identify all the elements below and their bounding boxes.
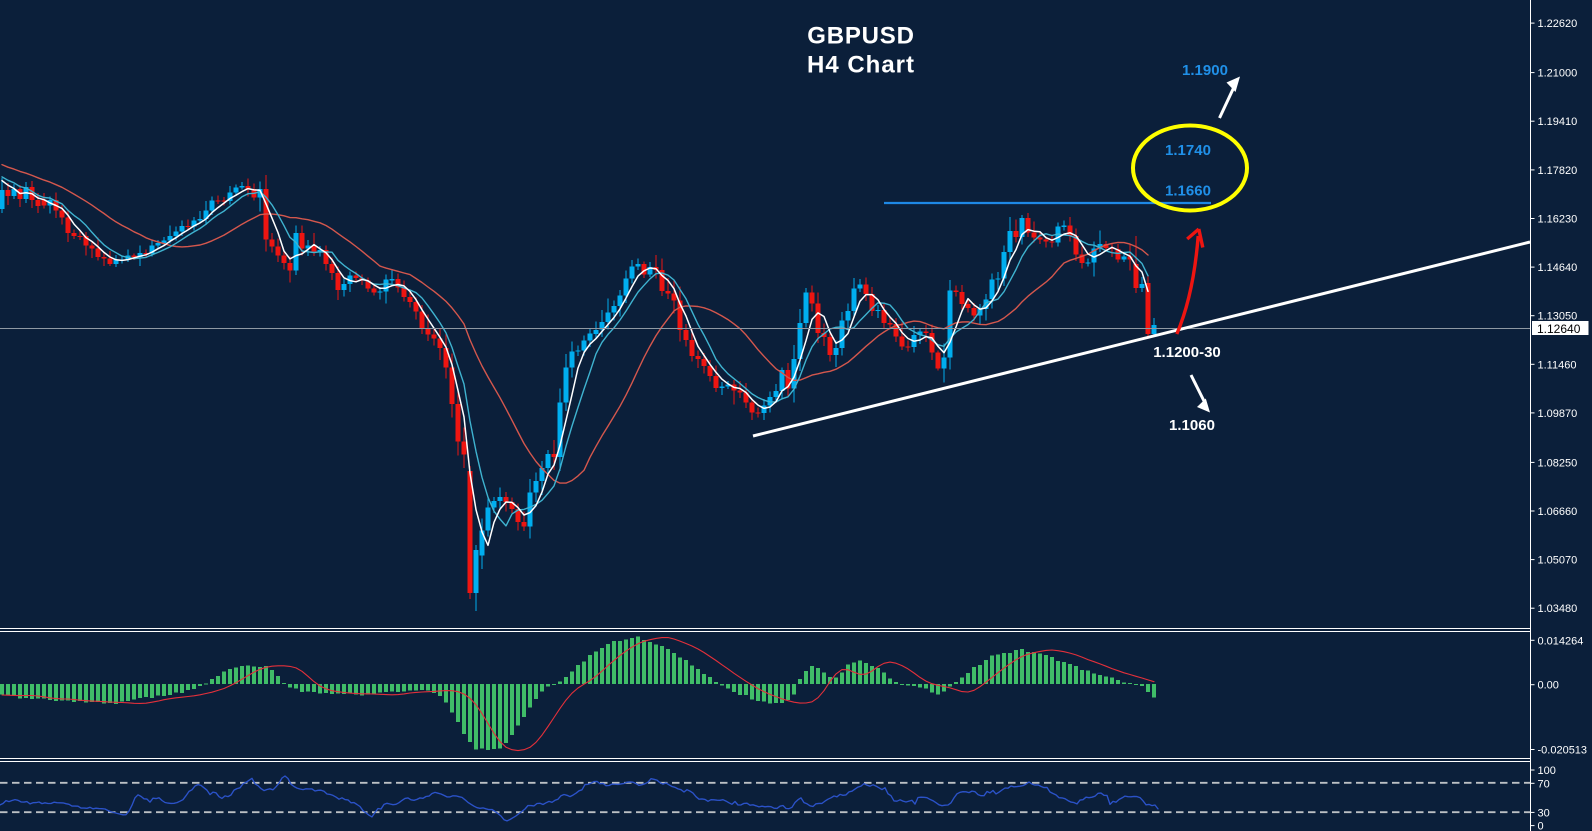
- svg-text:1.17820: 1.17820: [1538, 165, 1578, 177]
- svg-text:1.1660: 1.1660: [1165, 183, 1211, 200]
- svg-text:1.1900: 1.1900: [1182, 62, 1228, 79]
- svg-text:0: 0: [1538, 821, 1544, 831]
- svg-text:1.19410: 1.19410: [1538, 116, 1578, 128]
- svg-text:1.11460: 1.11460: [1538, 359, 1577, 371]
- svg-text:0.014264: 0.014264: [1538, 635, 1584, 647]
- svg-text:1.1060: 1.1060: [1169, 417, 1215, 434]
- svg-text:H4 Chart: H4 Chart: [807, 51, 915, 78]
- svg-text:1.03480: 1.03480: [1538, 603, 1578, 615]
- svg-text:1.05070: 1.05070: [1538, 555, 1578, 567]
- svg-text:70: 70: [1538, 778, 1550, 790]
- svg-text:1.13050: 1.13050: [1538, 311, 1578, 323]
- svg-text:1.16230: 1.16230: [1538, 214, 1578, 226]
- svg-text:1.12640: 1.12640: [1537, 322, 1581, 336]
- svg-text:1.1740: 1.1740: [1165, 142, 1211, 159]
- svg-text:30: 30: [1538, 807, 1550, 819]
- svg-text:1.1200-30: 1.1200-30: [1153, 344, 1221, 361]
- svg-text:100: 100: [1538, 765, 1556, 777]
- svg-text:-0.020513: -0.020513: [1538, 745, 1588, 757]
- svg-text:0.00: 0.00: [1538, 680, 1559, 692]
- svg-text:1.06660: 1.06660: [1538, 506, 1578, 518]
- svg-text:1.21000: 1.21000: [1538, 68, 1578, 80]
- svg-text:1.08250: 1.08250: [1538, 457, 1578, 469]
- svg-text:1.14640: 1.14640: [1538, 262, 1578, 274]
- svg-text:1.09870: 1.09870: [1538, 408, 1578, 420]
- svg-text:1.22620: 1.22620: [1538, 18, 1578, 30]
- svg-text:GBPUSD: GBPUSD: [807, 23, 914, 50]
